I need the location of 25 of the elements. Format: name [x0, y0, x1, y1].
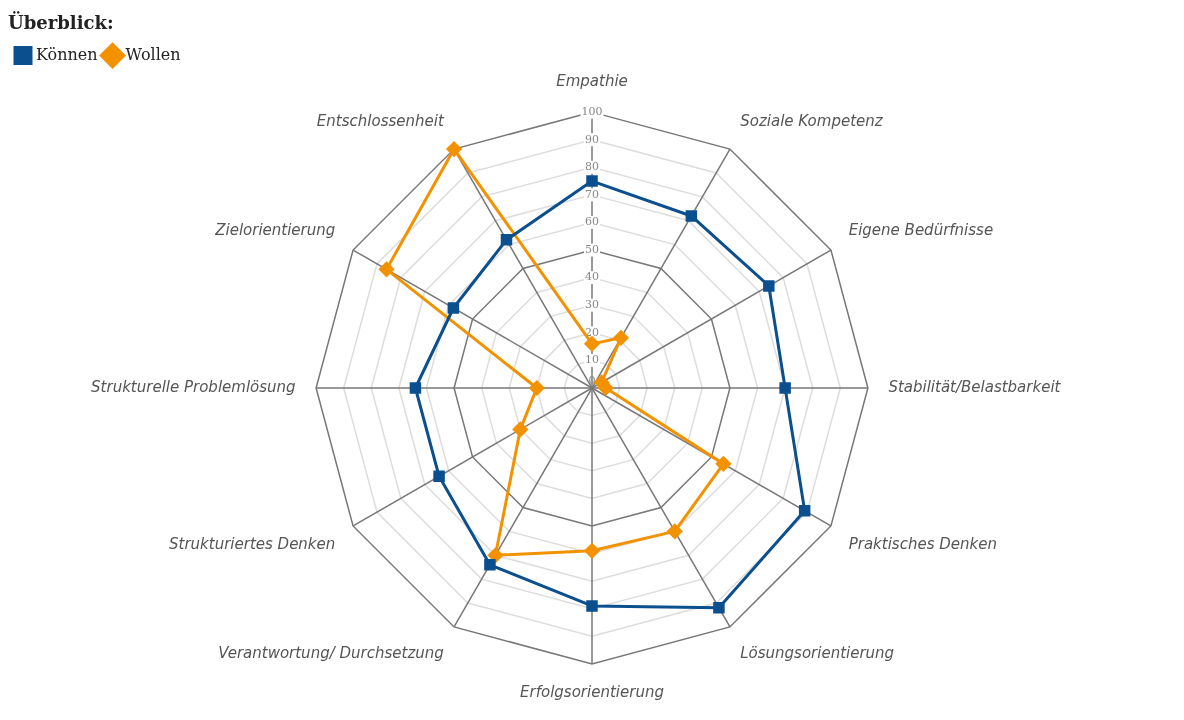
spoke-label: Verantwortung/ Durchsetzung: [218, 643, 444, 662]
y-tick-label: 60: [585, 215, 599, 229]
spoke-label: Strukturiertes Denken: [169, 535, 336, 554]
y-tick-label: 100: [581, 104, 603, 118]
spoke-label: Soziale Kompetenz: [740, 112, 884, 131]
spoke-label: Entschlossenheit: [316, 112, 445, 131]
spoke-label: Erfolgsorientierung: [520, 683, 664, 702]
y-tick-label: 50: [585, 242, 599, 256]
chart-title: Überblick:: [8, 11, 114, 34]
spoke-label: Strukturelle Problemlösung: [91, 377, 296, 396]
spoke-label: Eigene Bedürfnisse: [848, 220, 994, 239]
y-tick-label: 10: [585, 353, 599, 367]
spoke-label: Praktisches Denken: [848, 535, 997, 554]
legend-label: Können: [36, 44, 98, 64]
spoke-label: Empathie: [556, 72, 628, 91]
y-tick-label: 20: [585, 325, 599, 339]
y-tick-label: 70: [585, 187, 599, 201]
legend-label: Wollen: [125, 44, 181, 64]
y-tick-label: 80: [585, 160, 599, 174]
y-tick-label: 90: [585, 132, 599, 146]
y-tick-label: 30: [585, 298, 599, 312]
spoke-label: Stabilität/Belastbarkeit: [888, 377, 1062, 396]
spoke-label: Lösungsorientierung: [740, 643, 895, 662]
y-tick-label: 40: [585, 270, 599, 284]
spoke-label: Zielorientierung: [214, 220, 336, 239]
